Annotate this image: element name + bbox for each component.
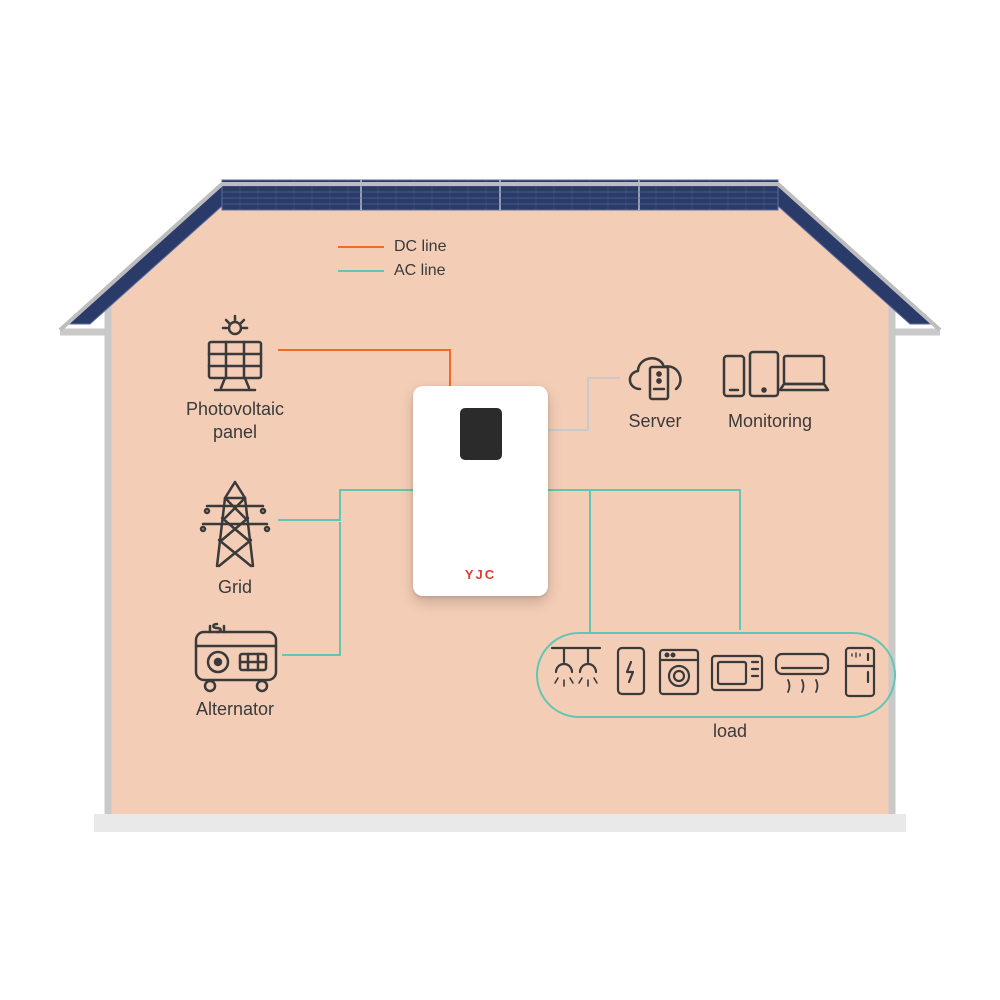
alternator-icon (190, 620, 286, 694)
washer-icon (660, 650, 698, 694)
water-heater-icon (618, 648, 644, 694)
legend-ac-label: AC line (394, 262, 446, 280)
pv-label: Photovoltaic panel (160, 398, 310, 443)
pv-panel-icon (195, 314, 275, 394)
legend-dc-line (338, 246, 384, 248)
solar-system-diagram: DC line AC line YJC (0, 0, 1000, 1000)
load-label: load (670, 720, 790, 743)
inverter-screen-icon (460, 408, 502, 460)
legend-ac: AC line (338, 262, 446, 280)
inverter-brand-label: YJC (413, 567, 548, 582)
microwave-icon (712, 656, 762, 690)
legend-ac-line (338, 270, 384, 272)
pendant-lights-icon (552, 648, 600, 686)
grid-label: Grid (160, 576, 310, 599)
monitoring-label: Monitoring (710, 410, 830, 433)
grid-tower-icon (195, 478, 275, 570)
fridge-icon (846, 648, 874, 696)
legend-dc-label: DC line (394, 238, 446, 256)
ac-unit-icon (776, 654, 828, 692)
load-icons (548, 642, 884, 706)
legend: DC line AC line (338, 238, 446, 286)
inverter-device: YJC (413, 386, 548, 596)
server-label: Server (600, 410, 710, 433)
server-cloud-icon (620, 343, 694, 405)
monitoring-devices-icon (720, 346, 830, 406)
legend-dc: DC line (338, 238, 446, 256)
alternator-label: Alternator (160, 698, 310, 721)
